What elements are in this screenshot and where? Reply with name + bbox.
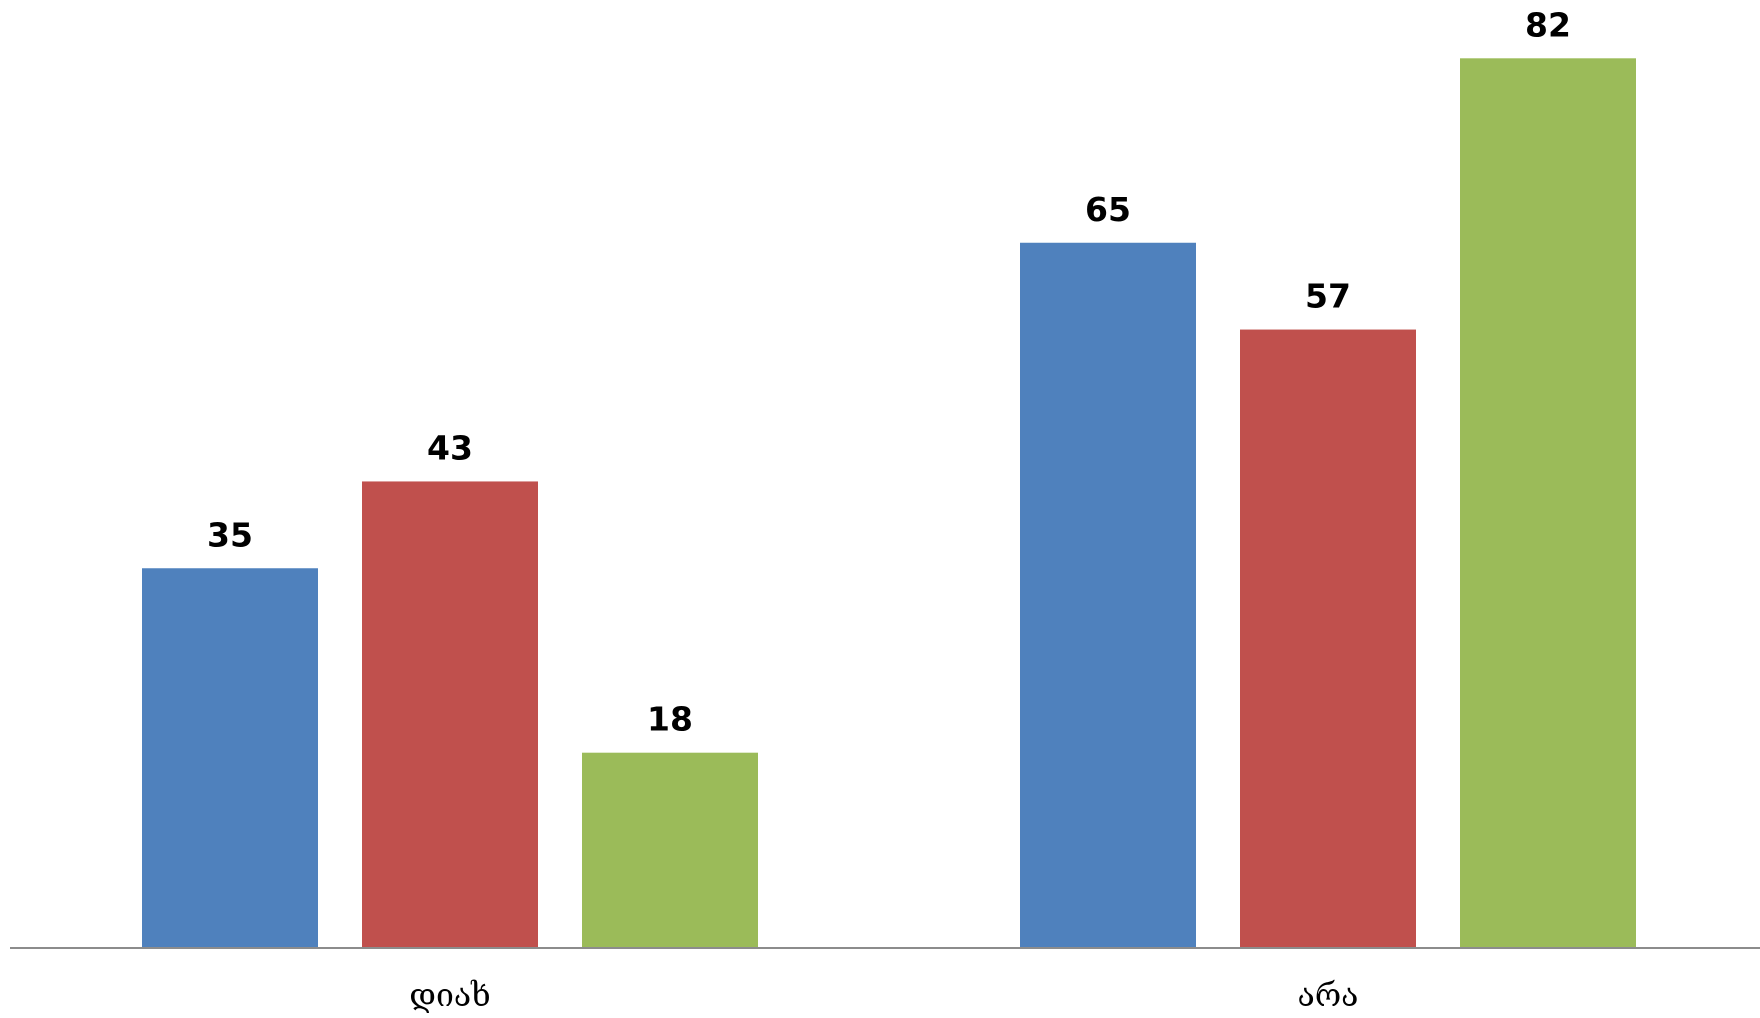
data-label-0-0: 35 (207, 515, 253, 554)
bar-1-0 (1020, 242, 1196, 948)
data-label-1-1: 57 (1305, 277, 1351, 316)
bar-0-1 (362, 481, 538, 948)
bar-0-2 (582, 752, 758, 948)
data-label-1-2: 82 (1525, 5, 1571, 44)
bar-0-0 (142, 568, 318, 948)
bar-1-2 (1460, 58, 1636, 949)
bars-group (142, 58, 1636, 949)
value-labels-group: 35 43 18 65 57 82 (207, 5, 1571, 738)
data-label-0-2: 18 (647, 700, 693, 739)
category-label-1: არა (1298, 976, 1359, 1014)
category-labels-group: დიახ არა (409, 976, 1358, 1014)
data-label-1-0: 65 (1085, 190, 1131, 229)
bar-1-1 (1240, 329, 1416, 948)
category-label-0: დიახ (409, 976, 490, 1014)
data-label-0-1: 43 (427, 428, 473, 467)
